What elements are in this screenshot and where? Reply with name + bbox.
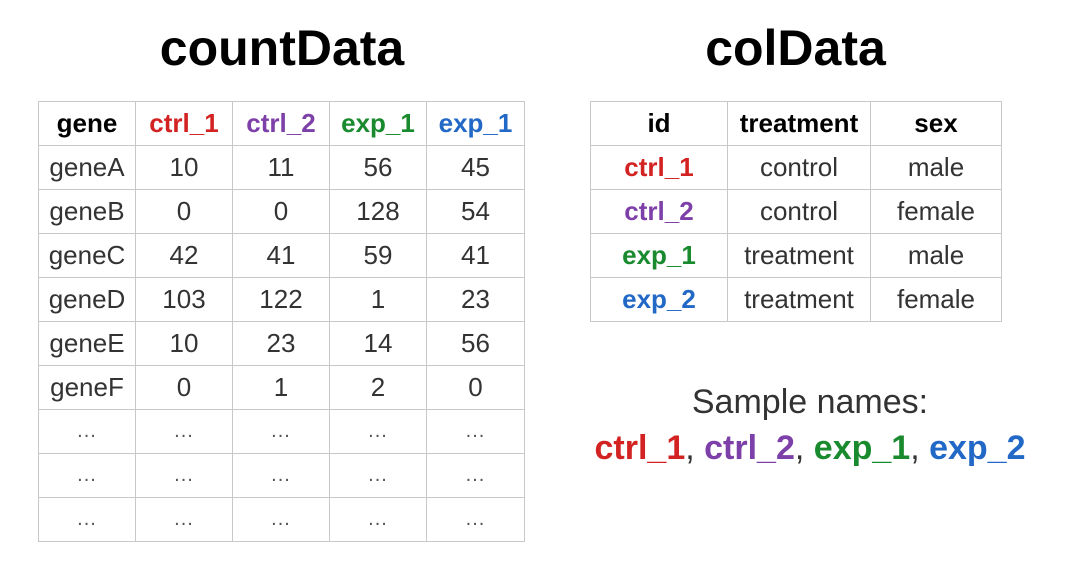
sample-id-cell: ctrl_1 bbox=[590, 145, 728, 190]
count-cell: ... bbox=[135, 453, 233, 498]
treatment-cell: control bbox=[727, 189, 871, 234]
count-cell: 23 bbox=[426, 277, 525, 322]
header-cell: ctrl_2 bbox=[232, 101, 330, 146]
count-cell: 128 bbox=[329, 189, 427, 234]
count-cell: 56 bbox=[329, 145, 427, 190]
sex-cell: female bbox=[870, 189, 1002, 234]
header-cell: exp_1 bbox=[426, 101, 525, 146]
count-data-row: ............... bbox=[38, 409, 525, 454]
count-cell: ... bbox=[426, 409, 525, 454]
count-data-table: gene ctrl_1 ctrl_2 exp_1 exp_1 geneA 10 11… bbox=[38, 101, 525, 542]
count-cell: 59 bbox=[329, 233, 427, 278]
count-cell: ... bbox=[329, 409, 427, 454]
count-data-row: geneC 42 41 59 41 bbox=[38, 233, 525, 278]
sample-id-cell: ctrl_2 bbox=[590, 189, 728, 234]
count-cell: ... bbox=[232, 453, 330, 498]
count-cell: 0 bbox=[135, 365, 233, 410]
gene-name-cell: geneB bbox=[38, 189, 136, 234]
sample-name: ctrl_2 bbox=[704, 429, 795, 467]
count-header-row: gene ctrl_1 ctrl_2 exp_1 exp_1 bbox=[38, 101, 525, 146]
sample-names-heading: Sample names: bbox=[691, 383, 929, 421]
count-cell: 2 bbox=[329, 365, 427, 410]
count-cell: 45 bbox=[426, 145, 525, 190]
header-cell: id bbox=[590, 101, 728, 146]
treatment-cell: treatment bbox=[727, 233, 871, 278]
count-data-row: geneE 10 23 14 56 bbox=[38, 321, 525, 366]
col-data-row: exp_2 treatment female bbox=[590, 277, 1002, 322]
sample-name: ctrl_1 bbox=[594, 429, 686, 467]
col-data-row: ctrl_2 control female bbox=[590, 189, 1002, 234]
count-cell: ... bbox=[232, 409, 330, 454]
count-cell: 0 bbox=[232, 189, 330, 234]
sex-cell: female bbox=[870, 277, 1002, 322]
count-data-title: countData bbox=[159, 20, 405, 76]
count-cell: ... bbox=[329, 453, 427, 498]
count-data-row: ............... bbox=[38, 497, 525, 542]
sample-id-cell: exp_2 bbox=[590, 277, 728, 322]
separator: , bbox=[794, 429, 814, 467]
count-data-row: ............... bbox=[38, 453, 525, 498]
header-cell: exp_1 bbox=[329, 101, 427, 146]
sample-names-block: Sample names: ctrl_1, ctrl_2, exp_1, exp… bbox=[570, 380, 1050, 472]
separator: , bbox=[910, 429, 930, 467]
count-cell: 10 bbox=[135, 145, 233, 190]
count-cell: 1 bbox=[329, 277, 427, 322]
sample-id-cell: exp_1 bbox=[590, 233, 728, 278]
count-cell: 1 bbox=[232, 365, 330, 410]
count-cell: 11 bbox=[232, 145, 330, 190]
header-cell: treatment bbox=[727, 101, 871, 146]
gene-name-cell: geneA bbox=[38, 145, 136, 190]
count-cell: 41 bbox=[426, 233, 525, 278]
count-cell: ... bbox=[329, 497, 427, 542]
count-cell: ... bbox=[232, 497, 330, 542]
sample-name: exp_1 bbox=[813, 429, 911, 467]
count-cell: ... bbox=[426, 497, 525, 542]
separator: , bbox=[685, 429, 705, 467]
count-cell: 14 bbox=[329, 321, 427, 366]
count-cell: 54 bbox=[426, 189, 525, 234]
gene-name-cell: ... bbox=[38, 409, 136, 454]
sample-name: exp_2 bbox=[929, 429, 1026, 467]
header-cell: gene bbox=[38, 101, 136, 146]
count-cell: 103 bbox=[135, 277, 233, 322]
col-data-row: ctrl_1 control male bbox=[590, 145, 1002, 190]
count-data-row: geneB 0 0 128 54 bbox=[38, 189, 525, 234]
count-data-row: geneD 103 122 1 23 bbox=[38, 277, 525, 322]
count-cell: ... bbox=[135, 409, 233, 454]
gene-name-cell: geneE bbox=[38, 321, 136, 366]
gene-name-cell: ... bbox=[38, 453, 136, 498]
gene-name-cell: geneD bbox=[38, 277, 136, 322]
gene-name-cell: geneC bbox=[38, 233, 136, 278]
header-cell: sex bbox=[870, 101, 1002, 146]
count-cell: 0 bbox=[426, 365, 525, 410]
header-cell: ctrl_1 bbox=[135, 101, 233, 146]
sex-cell: male bbox=[870, 233, 1002, 278]
count-cell: 23 bbox=[232, 321, 330, 366]
count-cell: 56 bbox=[426, 321, 525, 366]
gene-name-cell: ... bbox=[38, 497, 136, 542]
count-data-row: geneA 10 11 56 45 bbox=[38, 145, 525, 190]
count-cell: ... bbox=[426, 453, 525, 498]
sex-cell: male bbox=[870, 145, 1002, 190]
count-data-row: geneF 0 1 2 0 bbox=[38, 365, 525, 410]
gene-name-cell: geneF bbox=[38, 365, 136, 410]
sample-names-list: ctrl_1, ctrl_2, exp_1, exp_2 bbox=[570, 424, 1050, 472]
col-data-row: exp_1 treatment male bbox=[590, 233, 1002, 278]
col-header-row: id treatment sex bbox=[590, 101, 1002, 146]
count-cell: 41 bbox=[232, 233, 330, 278]
count-cell: 122 bbox=[232, 277, 330, 322]
treatment-cell: control bbox=[727, 145, 871, 190]
col-data-title: colData bbox=[705, 20, 886, 76]
treatment-cell: treatment bbox=[727, 277, 871, 322]
count-cell: 0 bbox=[135, 189, 233, 234]
count-cell: 42 bbox=[135, 233, 233, 278]
col-data-table: id treatment sex ctrl_1 control male ctrl_2… bbox=[590, 101, 1002, 322]
count-cell: 10 bbox=[135, 321, 233, 366]
count-cell: ... bbox=[135, 497, 233, 542]
